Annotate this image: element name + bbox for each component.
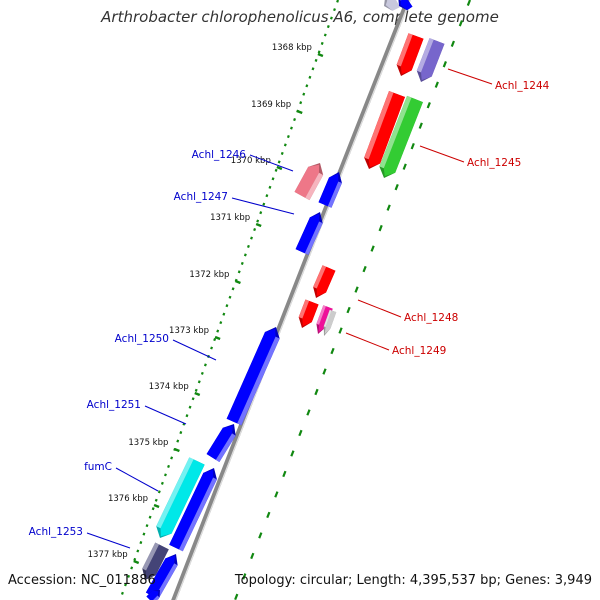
inner-tick-ring [233,0,472,600]
gene-achl-1249-bevel [316,305,326,325]
tick-mark [317,52,324,58]
gene-red-upper-bevel [364,91,394,160]
genome-backbone [171,0,411,600]
gene-fumc-face [160,459,205,537]
tick-mark [173,447,180,453]
topology-summary: Topology: circular; Length: 4,395,537 bp… [234,573,592,588]
gene-achl-1245-face [383,97,423,177]
gene-achl-1250-face [226,328,276,424]
gene-achl-1250-bevel [237,336,280,426]
gene-achl-1247-bevel [304,221,323,255]
tick-mark [194,391,201,397]
tick-label-kbp: 1371 kbp [210,213,250,223]
tick-label-kbp: 1370 kbp [231,156,271,166]
gene-red-lower-bevel [298,299,310,319]
gene-label: Achl_1246 [192,149,247,161]
tick-label-kbp: 1374 kbp [149,382,189,392]
gene-label-leader [345,332,390,351]
gene-label: Achl_1248 [404,312,458,324]
genome-backbone-highlight [175,0,411,600]
gene-label: Achl_1250 [115,333,169,345]
gene-partial-blue-bevel [400,0,402,1]
outer-tick-ring [118,0,340,600]
tick-label-kbp: 1369 kbp [251,100,291,110]
tick-mark [214,335,221,341]
gene-achl-1244-bevel [416,38,434,73]
tick-mark [234,279,241,285]
gene-partial-blue-face [400,0,413,11]
gene-achl-1251-face [206,425,233,460]
gene-label: Achl_1249 [392,345,446,357]
gene-achl-1245-bevel [379,95,412,169]
gene-label: Achl_1244 [495,80,550,92]
gene-achl-1248-face [316,266,336,297]
gene-achl-1244-red-bevel [396,33,413,67]
gene-blue-edge-face [146,590,159,600]
gene-blue-bottom-bevel [154,563,178,600]
gene-label-leader [115,467,159,492]
gene-red-upper-face [368,92,405,168]
gene-grey-small-bevel [323,309,332,328]
gene-grey-small-face [324,310,337,335]
gene-red-lower-face [302,300,319,327]
gene-blue-small-face [318,173,339,207]
gene-blue-long-bevel [178,477,217,552]
tick-mark [133,559,140,565]
gene-blue-small-bevel [327,181,342,208]
gene-label-leader [231,197,295,215]
accession-label: Accession: NC_011886 [8,573,156,588]
gene-achl-1253-bevel [142,542,160,571]
tick-label-kbp: 1368 kbp [272,43,312,53]
gene-label-leader [172,339,217,361]
tick-mark [276,165,283,171]
tick-label-kbp: 1376 kbp [108,494,148,504]
gene-achl-1244-red-face [400,34,424,75]
gene-achl-1246-bevel [305,172,324,201]
tick-mark [153,503,160,509]
gene-achl-1246-face [294,164,320,198]
gene-label: Achl_1251 [87,399,141,411]
gene-achl-1253-face [145,544,169,579]
tick-label-kbp: 1373 kbp [169,326,209,336]
gene-fumc-bevel [156,457,194,529]
gene-achl-1251-bevel [215,433,236,462]
gene-label-leader [86,532,131,549]
gene-achl-1244-face [420,39,445,81]
tick-label-kbp: 1377 kbp [88,550,128,560]
gene-blue-bottom-face [145,555,176,598]
gene-label-leader [419,145,465,163]
gene-label: fumC [84,461,112,473]
tick-label-kbp: 1372 kbp [189,270,229,280]
gene-label-leader [249,154,294,172]
gene-label-leader [357,299,402,318]
gene-blue-edge-bevel [153,595,160,600]
gene-blue-long-face [169,469,214,550]
gene-label-leader [447,68,493,85]
tick-label-kbp: 1375 kbp [128,438,168,448]
tick-mark [296,109,303,115]
gene-achl-1247-face [295,213,320,254]
gene-label-leader [144,405,187,425]
gene-label: Achl_1245 [467,157,521,169]
gene-achl-1248-bevel [313,265,327,289]
gene-partial-grey-face [385,0,400,11]
gene-label: Achl_1247 [174,191,228,203]
gene-label: Achl_1253 [29,526,83,538]
tick-mark [255,222,262,228]
